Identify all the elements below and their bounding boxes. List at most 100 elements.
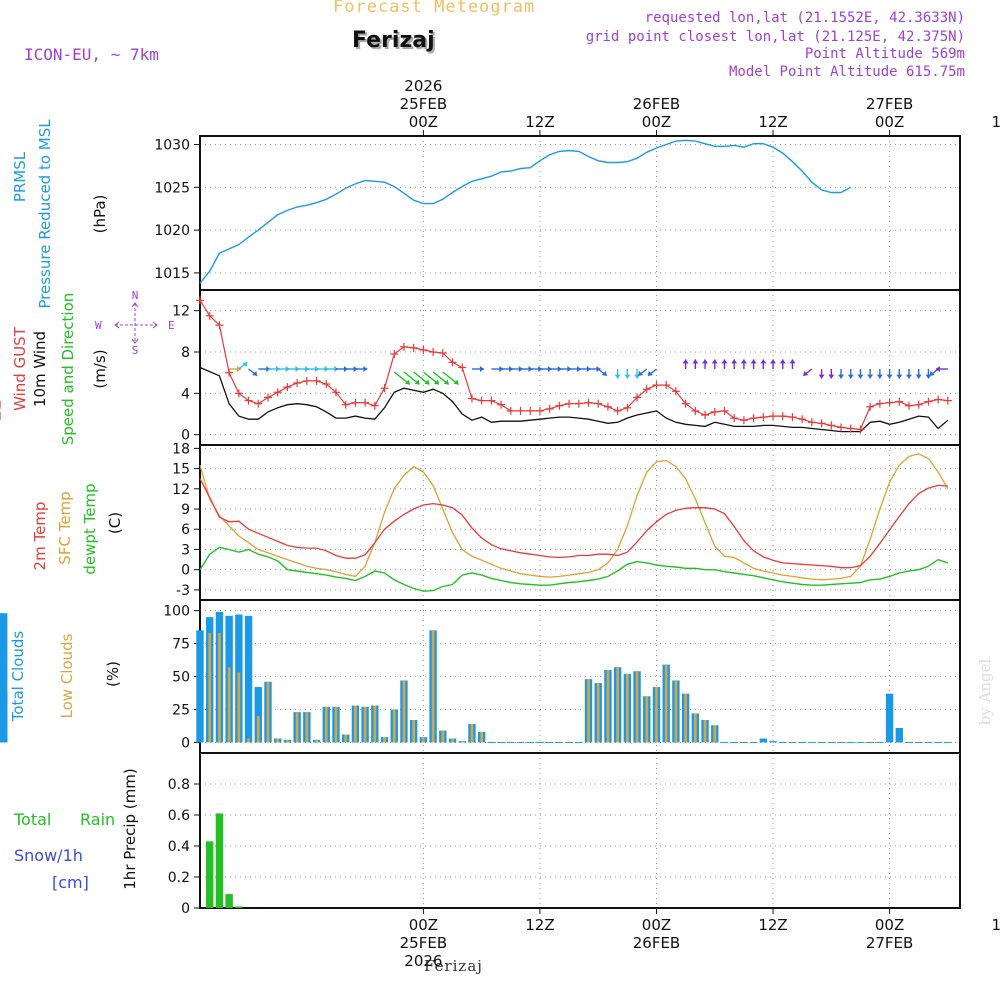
gust-marker	[817, 419, 826, 428]
gust-marker	[380, 384, 389, 393]
gust-marker	[370, 401, 379, 410]
wind-arrow-head	[731, 359, 738, 364]
gust-marker	[545, 404, 554, 413]
wind-arrow	[857, 369, 864, 379]
low-cloud-bar	[470, 723, 474, 743]
gust-marker	[914, 400, 923, 409]
gust-marker	[681, 399, 690, 408]
gust-marker	[506, 406, 515, 415]
wind-arrow-head	[847, 374, 854, 379]
wind-arrow-head	[443, 379, 449, 385]
wind-arrow	[838, 369, 845, 379]
low-cloud-bar	[373, 705, 377, 743]
wind-arrow	[867, 369, 874, 379]
wind-arrow-head	[692, 359, 699, 364]
y-tick-label: 12	[172, 304, 190, 320]
low-cloud-bar	[616, 667, 619, 743]
gust-marker	[827, 421, 836, 430]
wind-10m-line	[199, 366, 949, 433]
y-tick-label: 1030	[154, 138, 190, 154]
gust-marker	[497, 400, 506, 409]
wind-arrow-head	[915, 374, 922, 379]
y-tick-label: 4	[181, 386, 190, 402]
y-tick-label: 15	[172, 462, 190, 478]
bottom-tick-label: 12Z	[758, 916, 787, 934]
gust-marker	[409, 343, 418, 352]
wind-arrow-head	[857, 374, 864, 379]
low-cloud-bar	[392, 709, 396, 743]
gust-marker	[448, 358, 457, 367]
y-tick-label: 6	[181, 522, 190, 538]
low-cloud-bar	[305, 712, 309, 743]
gust-marker	[739, 416, 748, 425]
top-tick-label: 12Z	[525, 113, 554, 131]
wind-arrow	[393, 371, 411, 385]
wind-arrow-head	[789, 359, 796, 364]
gust-marker	[331, 388, 340, 397]
wind-arrow	[915, 369, 922, 379]
wind-arrow	[818, 369, 825, 379]
wind-arrow-head	[818, 374, 825, 379]
gust-marker	[225, 368, 234, 377]
low-cloud-bar	[412, 720, 416, 743]
gust-marker	[623, 403, 632, 412]
compass-s-label: S	[132, 344, 139, 357]
total-cloud-bar	[196, 630, 204, 743]
precip-snow-label: Snow/1h	[14, 846, 83, 865]
gust-marker	[574, 399, 583, 408]
gust-marker	[458, 363, 467, 372]
wind-arrow	[760, 359, 767, 369]
y-tick-label: 100	[163, 604, 190, 620]
gust-marker	[312, 376, 321, 385]
low-cloud-bar	[383, 737, 386, 743]
wind-arrow	[721, 359, 728, 369]
precip-snow-unit: [cm]	[52, 873, 89, 892]
gust-marker	[866, 402, 875, 411]
gust-marker	[613, 406, 622, 415]
gust-marker	[555, 401, 564, 410]
wind-arrow	[471, 366, 484, 372]
gust-marker	[302, 376, 311, 385]
bottom-tick-label: 00Z	[875, 916, 904, 934]
bottom-tick-label: 12Z	[525, 916, 554, 934]
gust-marker	[633, 393, 642, 402]
wind-arrow-head	[404, 379, 410, 385]
panel-2: -3 0 3 6 9 12 15 18	[172, 441, 961, 601]
top-day-label: 26FEB	[633, 95, 680, 113]
panel-3: 0 25 50 75 100	[163, 599, 961, 754]
wind-arrow-head	[838, 374, 845, 379]
gust-marker	[788, 413, 797, 422]
wind-arrow	[238, 361, 248, 370]
wind-arrow	[422, 371, 440, 385]
wind-arrow	[355, 366, 368, 372]
low-cloud-bar	[266, 681, 270, 743]
top-tick-label: 12Z	[991, 113, 1000, 131]
bottom-year-label: 2026	[404, 952, 442, 970]
low-cloud-bar	[693, 713, 697, 743]
gust-marker	[283, 383, 292, 392]
wind-arrow-head	[453, 379, 459, 385]
wind-arrow	[779, 359, 786, 369]
low-cloud-bar	[422, 737, 425, 743]
rain-bar	[235, 906, 243, 908]
wind-arrow-head	[929, 370, 935, 376]
low-cloud-bar	[334, 706, 338, 743]
y-tick-label: 1020	[154, 223, 190, 239]
gust-marker	[778, 412, 787, 421]
wind-arrow	[442, 371, 459, 385]
gust-marker	[875, 399, 884, 408]
gust-marker	[516, 406, 525, 415]
low-cloud-bar	[480, 731, 484, 743]
panel-0: 1015 1020 1025 1030	[154, 135, 961, 291]
gust-marker	[254, 399, 263, 408]
wind-arrow	[896, 369, 903, 379]
compass-legend: N S W E	[95, 289, 175, 357]
wind-arrow	[906, 369, 913, 379]
gust-marker	[846, 424, 855, 433]
low-cloud-bar	[276, 738, 280, 743]
wind-arrow-head	[624, 374, 631, 379]
gust-marker	[710, 407, 719, 416]
gust-marker	[594, 399, 603, 408]
wind-arrow	[682, 359, 689, 369]
sfc-temp-line	[199, 453, 949, 581]
